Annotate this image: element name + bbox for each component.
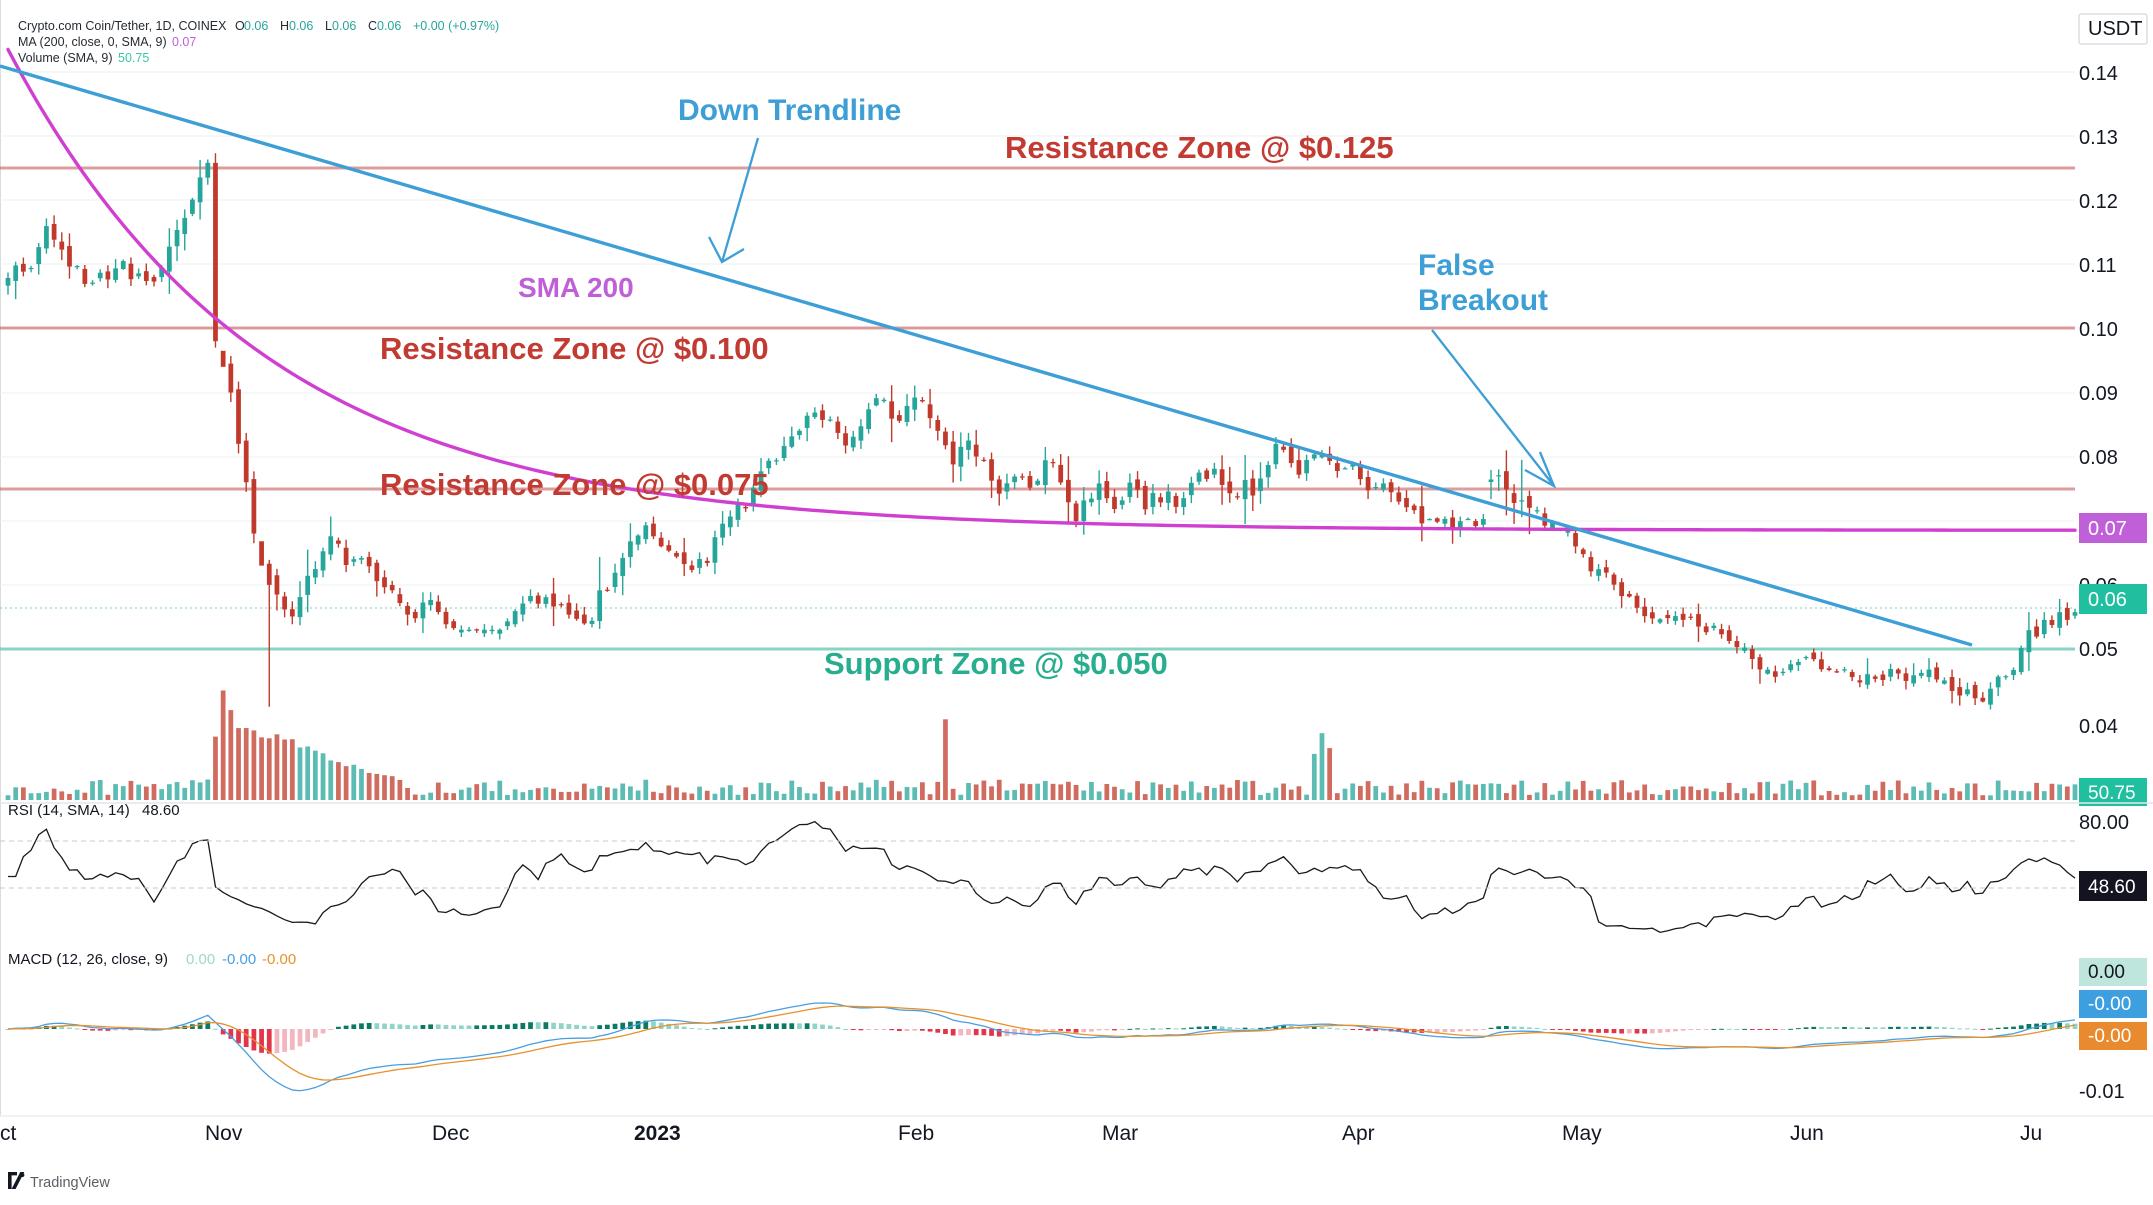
svg-text:50.75: 50.75 [118,51,149,65]
svg-text:-0.00: -0.00 [2088,1026,2131,1047]
svg-text:Support Zone @ $0.050: Support Zone @ $0.050 [824,646,1168,681]
svg-text:+0.00 (+0.97%): +0.00 (+0.97%) [413,19,499,33]
svg-text:0.00: 0.00 [186,951,215,968]
svg-text:0.13: 0.13 [2079,127,2118,149]
svg-text:C: C [368,19,377,33]
svg-text:0.04: 0.04 [2079,716,2118,738]
svg-text:TradingView: TradingView [30,1175,110,1191]
svg-text:0.07: 0.07 [172,35,196,49]
svg-text:MACD (12, 26, close, 9): MACD (12, 26, close, 9) [8,951,168,968]
svg-text:ct: ct [0,1122,17,1145]
svg-text:-0.00: -0.00 [222,951,256,968]
svg-text:MA (200, close, 0, SMA, 9): MA (200, close, 0, SMA, 9) [18,35,167,49]
svg-text:0.06: 0.06 [289,19,313,33]
svg-text:Volume (SMA, 9): Volume (SMA, 9) [18,51,112,65]
svg-text:48.60: 48.60 [2088,877,2136,898]
svg-text:H: H [280,19,289,33]
svg-text:SMA 200: SMA 200 [518,272,634,303]
svg-text:Breakout: Breakout [1418,284,1548,317]
svg-text:Resistance Zone @ $0.100: Resistance Zone @ $0.100 [380,331,769,366]
svg-text:-0.00: -0.00 [262,951,296,968]
svg-text:-0.01: -0.01 [2079,1081,2125,1103]
svg-text:USDT: USDT [2088,18,2142,40]
svg-text:0.14: 0.14 [2079,63,2118,85]
svg-text:0.12: 0.12 [2079,191,2118,213]
svg-text:0.08: 0.08 [2079,447,2118,469]
svg-text:0.00: 0.00 [2088,962,2125,983]
svg-text:80.00: 80.00 [2079,812,2129,834]
svg-text:50.75: 50.75 [2088,783,2136,804]
svg-text:0.06: 0.06 [244,19,268,33]
svg-text:Feb: Feb [898,1122,934,1145]
svg-text:0.06: 0.06 [2088,589,2127,611]
svg-text:Down Trendline: Down Trendline [678,94,901,127]
svg-text:0.06: 0.06 [377,19,401,33]
svg-text:0.05: 0.05 [2079,639,2118,661]
svg-text:0.06: 0.06 [332,19,356,33]
svg-text:Dec: Dec [432,1122,469,1145]
svg-text:False: False [1418,249,1495,282]
svg-text:0.11: 0.11 [2079,255,2116,277]
svg-text:0.10: 0.10 [2079,319,2118,341]
svg-text:Mar: Mar [1102,1122,1138,1145]
svg-text:48.60: 48.60 [142,802,180,819]
svg-text:Resistance Zone @ $0.125: Resistance Zone @ $0.125 [1005,130,1394,165]
svg-text:L: L [325,19,332,33]
svg-text:Nov: Nov [205,1122,243,1145]
svg-text:0.09: 0.09 [2079,383,2118,405]
svg-text:0.07: 0.07 [2088,518,2127,540]
svg-text:Crypto.com Coin/Tether, 1D, CO: Crypto.com Coin/Tether, 1D, COINEX [18,19,227,33]
svg-text:Jun: Jun [1790,1122,1824,1145]
svg-text:Apr: Apr [1342,1122,1375,1145]
svg-text:Resistance Zone @ $0.075: Resistance Zone @ $0.075 [380,467,769,502]
svg-text:May: May [1562,1122,1602,1145]
svg-text:-0.00: -0.00 [2088,994,2131,1015]
svg-text:RSI (14, SMA, 14): RSI (14, SMA, 14) [8,802,130,819]
svg-text:2023: 2023 [634,1122,681,1145]
svg-text:Ju: Ju [2020,1122,2042,1145]
